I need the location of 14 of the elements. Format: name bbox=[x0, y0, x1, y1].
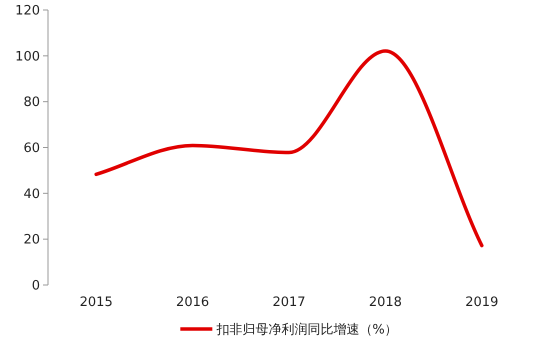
y-tick-label: 20 bbox=[23, 232, 40, 248]
y-tick-label: 60 bbox=[23, 141, 40, 156]
x-tick-label: 2016 bbox=[176, 295, 210, 310]
x-tick-label: 2015 bbox=[80, 295, 113, 310]
y-tick-label: 40 bbox=[23, 186, 40, 202]
line-series bbox=[94, 49, 484, 248]
x-tick-label: 2019 bbox=[465, 295, 498, 310]
y-tick-label: 0 bbox=[32, 278, 40, 294]
legend-label: 扣非归母净利润同比增速（%） bbox=[215, 322, 398, 338]
y-tick-label: 100 bbox=[15, 49, 40, 64]
y-tick-label: 80 bbox=[23, 95, 40, 110]
x-tick-label: 2018 bbox=[368, 295, 402, 310]
x-tick-label: 2017 bbox=[272, 295, 306, 310]
y-tick-label: 120 bbox=[15, 4, 40, 18]
